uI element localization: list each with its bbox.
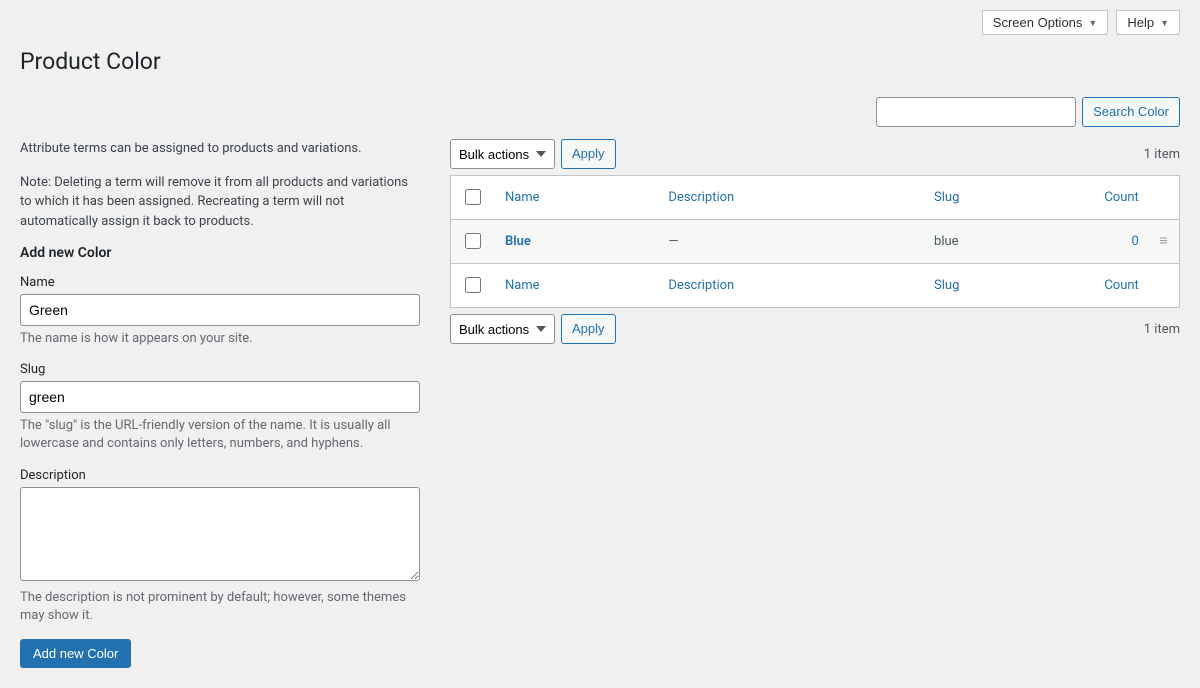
add-new-heading: Add new Color: [20, 245, 420, 261]
item-count-top: 1 item: [1144, 147, 1180, 162]
screen-options-label: Screen Options: [993, 15, 1083, 30]
col-footer-slug[interactable]: Slug: [934, 278, 959, 293]
col-footer-name[interactable]: Name: [505, 278, 540, 293]
description-label: Description: [20, 468, 420, 483]
name-input[interactable]: [20, 294, 420, 326]
intro-text-1: Attribute terms can be assigned to produ…: [20, 139, 420, 159]
add-new-button[interactable]: Add new Color: [20, 639, 131, 668]
item-count-bottom: 1 item: [1144, 322, 1180, 337]
description-help: The description is not prominent by defa…: [20, 589, 420, 625]
screen-options-button[interactable]: Screen Options ▼: [982, 10, 1109, 35]
col-footer-count[interactable]: Count: [1104, 278, 1138, 293]
term-description: —: [658, 220, 924, 264]
term-slug: blue: [924, 220, 1087, 264]
slug-input[interactable]: [20, 381, 420, 413]
bulk-actions-select-bottom[interactable]: Bulk actions: [450, 314, 555, 344]
col-header-description[interactable]: Description: [668, 190, 734, 205]
slug-label: Slug: [20, 362, 420, 377]
col-header-count[interactable]: Count: [1104, 190, 1138, 205]
col-header-name[interactable]: Name: [505, 190, 540, 205]
apply-button-bottom[interactable]: Apply: [561, 314, 616, 344]
description-textarea[interactable]: [20, 487, 420, 581]
term-name-link[interactable]: Blue: [505, 234, 531, 249]
page-title: Product Color: [20, 39, 1180, 79]
col-header-slug[interactable]: Slug: [934, 190, 959, 205]
chevron-down-icon: ▼: [1160, 18, 1169, 28]
col-footer-description[interactable]: Description: [668, 278, 734, 293]
name-help: The name is how it appears on your site.: [20, 330, 420, 348]
intro-text-2: Note: Deleting a term will remove it fro…: [20, 173, 420, 232]
table-row: Blue — blue 0 ≡: [451, 220, 1180, 264]
name-label: Name: [20, 275, 420, 290]
search-input[interactable]: [876, 97, 1076, 127]
terms-table: Name Description Slug Count Blue — blue …: [450, 175, 1180, 308]
select-all-top[interactable]: [465, 189, 481, 205]
bulk-actions-select-top[interactable]: Bulk actions: [450, 139, 555, 169]
select-all-bottom[interactable]: [465, 277, 481, 293]
help-button[interactable]: Help ▼: [1116, 10, 1180, 35]
chevron-down-icon: ▼: [1088, 18, 1097, 28]
row-checkbox[interactable]: [465, 233, 481, 249]
term-count-link[interactable]: 0: [1132, 234, 1139, 249]
help-label: Help: [1127, 15, 1154, 30]
search-button[interactable]: Search Color: [1082, 97, 1180, 127]
apply-button-top[interactable]: Apply: [561, 139, 616, 169]
slug-help: The "slug" is the URL-friendly version o…: [20, 417, 420, 453]
drag-handle-icon[interactable]: ≡: [1159, 234, 1168, 248]
